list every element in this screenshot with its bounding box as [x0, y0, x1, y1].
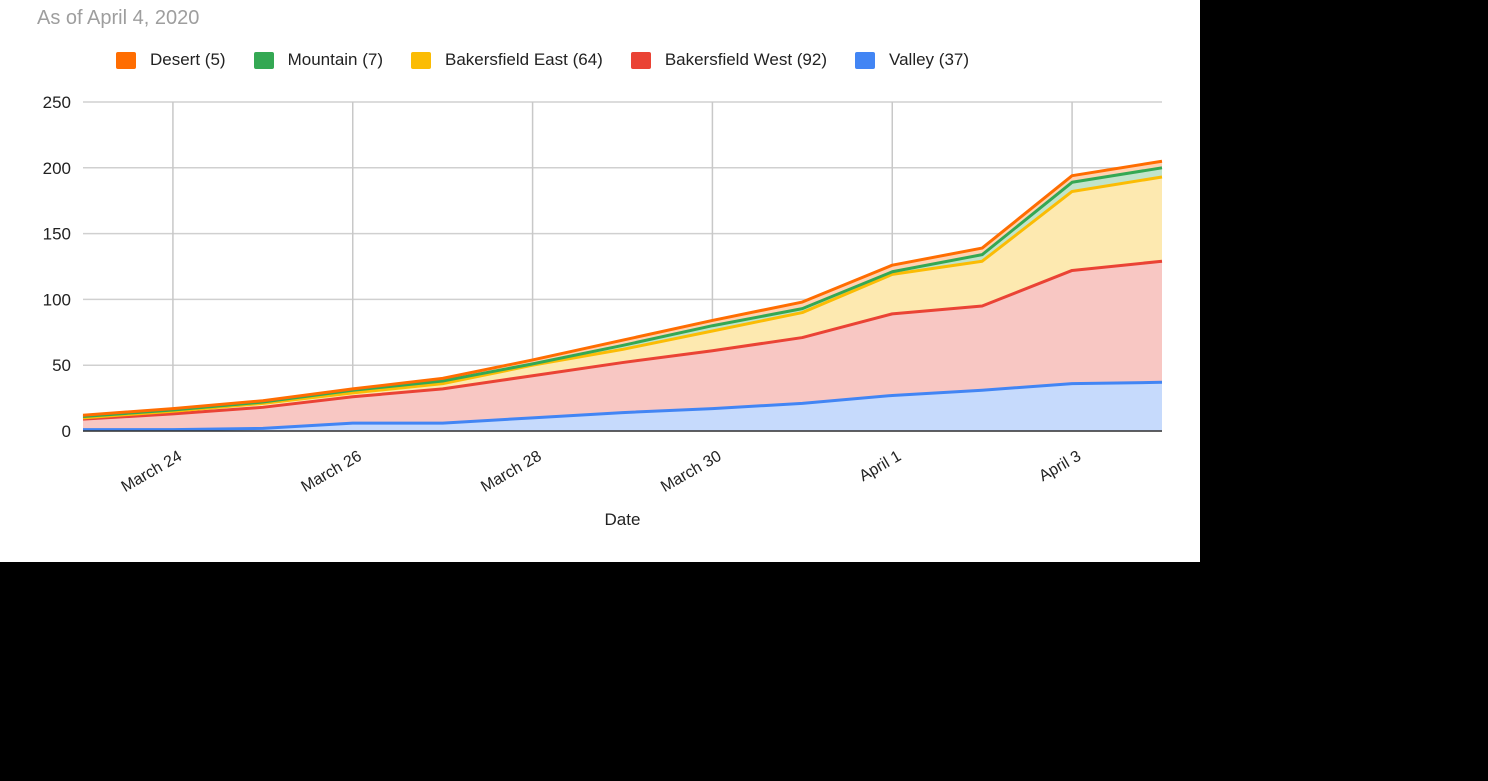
legend-swatch	[411, 51, 432, 69]
x-tick-label: April 3	[1036, 448, 1084, 485]
legend-item[interactable]: Bakersfield East (64)	[411, 50, 603, 70]
legend-label: Desert (5)	[150, 50, 226, 69]
legend-swatch	[630, 51, 651, 69]
legend-label: Mountain (7)	[287, 50, 384, 69]
line-valley	[83, 380, 1163, 432]
legend-swatch	[116, 51, 136, 69]
chart-panel: As of April 4, 2020 Desert (5) Mountain (…	[0, 0, 1200, 562]
x-tick-label: March 28	[478, 448, 544, 496]
x-axis-title: Date	[605, 510, 641, 529]
legend-item[interactable]: Desert (5)	[116, 50, 226, 70]
y-tick-label: 200	[43, 159, 71, 178]
x-tick-label: March 26	[298, 448, 364, 496]
x-tick-label: March 24	[119, 448, 185, 496]
y-tick-label: 0	[62, 422, 71, 441]
legend-swatch	[253, 51, 274, 69]
area-bakersfield-west	[83, 261, 1162, 430]
legend-item[interactable]: Valley (37)	[855, 50, 969, 70]
y-tick-label: 50	[52, 356, 71, 375]
line-bakersfield-west	[82, 259, 1163, 421]
chart-subtitle: As of April 4, 2020	[37, 7, 200, 29]
legend-item[interactable]: Bakersfield West (92)	[630, 50, 828, 70]
stacked-area-chart: 0 50 100 150 200 250 March 24 March 26 March 28 M…	[43, 93, 1163, 529]
legend-swatch	[855, 51, 876, 69]
x-tick-label: April 1	[856, 448, 904, 485]
x-tick-label: March 30	[658, 448, 724, 496]
y-tick-label: 250	[43, 93, 71, 112]
y-tick-label: 100	[43, 290, 71, 309]
area-bakersfield-east	[83, 177, 1162, 420]
line-desert	[82, 159, 1163, 417]
legend-label: Bakersfield East (64)	[445, 50, 603, 69]
area-valley	[83, 382, 1162, 431]
legend-item[interactable]: Mountain (7)	[253, 50, 384, 70]
legend: Desert (5) Mountain (7) Bakersfield East (…	[116, 50, 997, 70]
y-tick-label: 150	[43, 225, 71, 244]
legend-label: Valley (37)	[889, 50, 970, 69]
legend-label: Bakersfield West (92)	[664, 50, 828, 69]
